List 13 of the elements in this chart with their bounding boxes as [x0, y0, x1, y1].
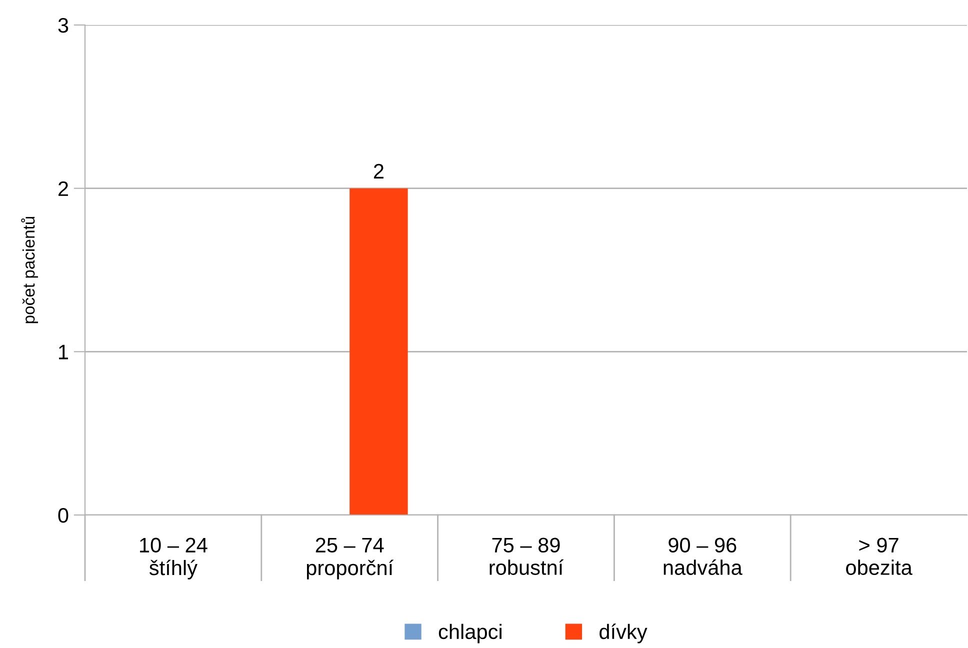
y-tick-label: 3	[58, 18, 68, 33]
data-label: 2	[374, 164, 384, 178]
y-tick-label: 1	[59, 344, 68, 360]
y-tick-label: 2	[58, 181, 68, 196]
legend-label: dívky	[600, 624, 648, 644]
y-tick-label: 0	[58, 508, 68, 523]
x-tick-label: 10 – 24 štíhlý	[140, 538, 208, 580]
y-axis-title: počet pacientů	[21, 216, 38, 324]
x-tick-label: > 97 obezita	[846, 538, 912, 575]
legend-label: chlapci	[438, 624, 502, 644]
x-tick-label: 75 – 89 robustní	[490, 538, 564, 575]
x-tick-label: 25 – 74 proporční	[306, 538, 394, 580]
x-tick-label: 90 – 96 nadváha	[664, 538, 742, 575]
